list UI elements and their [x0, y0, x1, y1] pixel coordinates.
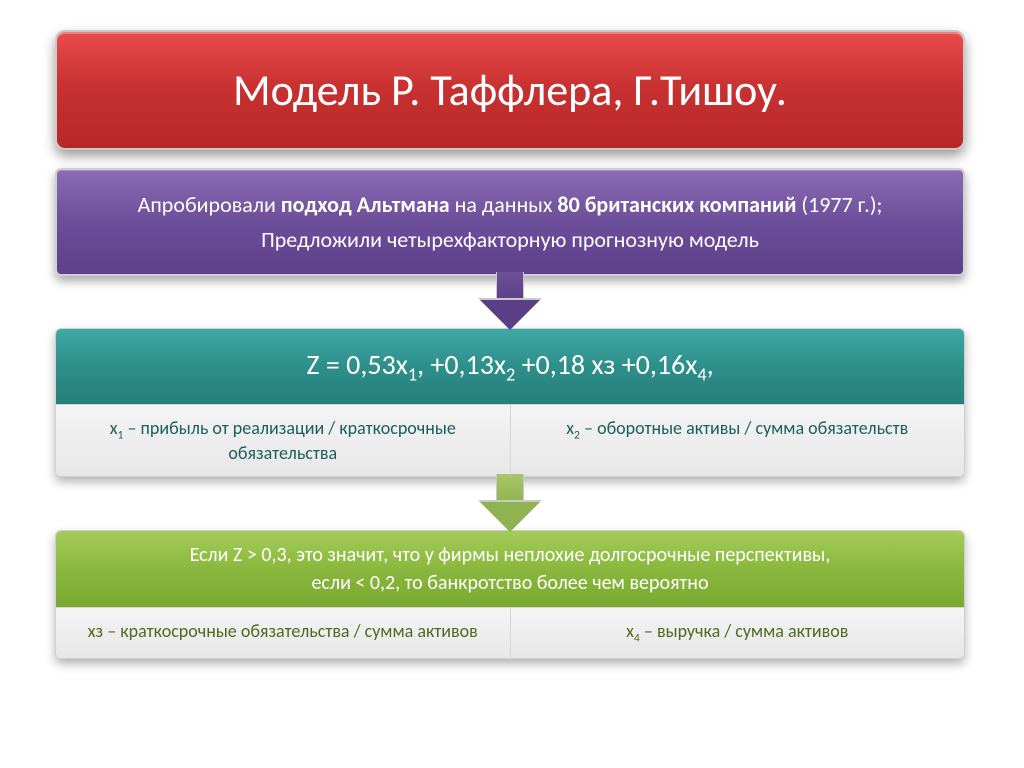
- cond-line-1: Если Z > 0,3, это значит, что у фирмы не…: [66, 543, 954, 567]
- desc-text-c: на данных: [450, 191, 558, 218]
- x3-definition: xз – краткосрочные обязательства / сумма…: [56, 607, 511, 658]
- x4-definition: x4 – выручка / сумма активов: [511, 607, 965, 658]
- description-line-2: Предложили четырехфакторную прогнозную м…: [261, 226, 759, 253]
- cond-line-2: если < 0,2, то банкротство более чем вер…: [66, 571, 954, 595]
- f-suffix: ,: [707, 347, 714, 382]
- desc-bold-1: подход Альтмана: [281, 191, 450, 218]
- x2-definition: x2 – оборотные активы / сумма обязательс…: [511, 404, 965, 477]
- slide-container: Модель Р. Таффлера, Г.Тишоу. Апробировал…: [55, 30, 965, 659]
- f-mid2: +0,18 x: [515, 347, 603, 382]
- arrow-down-green-icon: [480, 474, 540, 532]
- x1-label: x: [110, 417, 118, 439]
- title-box: Модель Р. Таффлера, Г.Тишоу.: [55, 30, 965, 150]
- result-defs-row: xз – краткосрочные обязательства / сумма…: [56, 607, 964, 658]
- desc-text-a: Апробировали: [138, 191, 281, 218]
- f-prefix: Z = 0,53x: [306, 347, 407, 382]
- x3-text: xз – краткосрочные обязательства / сумма…: [88, 620, 478, 642]
- description-box: Апробировали подход Альтмана на данных 8…: [55, 168, 965, 276]
- formula-defs-row: x1 – прибыль от реализации / краткосрочн…: [56, 404, 964, 477]
- f-x3: з: [604, 347, 616, 382]
- title-text: Модель Р. Таффлера, Г.Тишоу.: [233, 63, 787, 117]
- desc-bold-2: 80 британских компаний: [557, 191, 796, 218]
- formula-box: Z = 0,53x1, +0,13x2 +0,18 xз +0,16x4, x1…: [55, 328, 965, 477]
- x1-definition: x1 – прибыль от реализации / краткосрочн…: [56, 404, 511, 477]
- formula-header: Z = 0,53x1, +0,13x2 +0,18 xз +0,16x4,: [56, 329, 964, 404]
- result-header: Если Z > 0,3, это значит, что у фирмы не…: [56, 531, 964, 607]
- f-sub4: 4: [697, 364, 706, 386]
- x4-label: x: [626, 620, 634, 642]
- x2-text: – оборотные активы / сумма обязательств: [580, 417, 908, 439]
- f-sub1: 1: [408, 364, 417, 386]
- arrow-down-purple-icon: [480, 272, 540, 330]
- description-line-1: Апробировали подход Альтмана на данных 8…: [138, 191, 883, 218]
- desc-text-e: (1977 г.);: [796, 191, 882, 218]
- f-mid1: , +0,13x: [417, 347, 506, 382]
- f-mid3: +0,16x: [615, 347, 697, 382]
- x4-text: – выручка / сумма активов: [640, 620, 849, 642]
- f-sub2: 2: [506, 364, 515, 386]
- x2-label: x: [566, 417, 574, 439]
- x1-text: – прибыль от реализации / краткосрочные …: [123, 417, 455, 465]
- result-box: Если Z > 0,3, это значит, что у фирмы не…: [55, 530, 965, 659]
